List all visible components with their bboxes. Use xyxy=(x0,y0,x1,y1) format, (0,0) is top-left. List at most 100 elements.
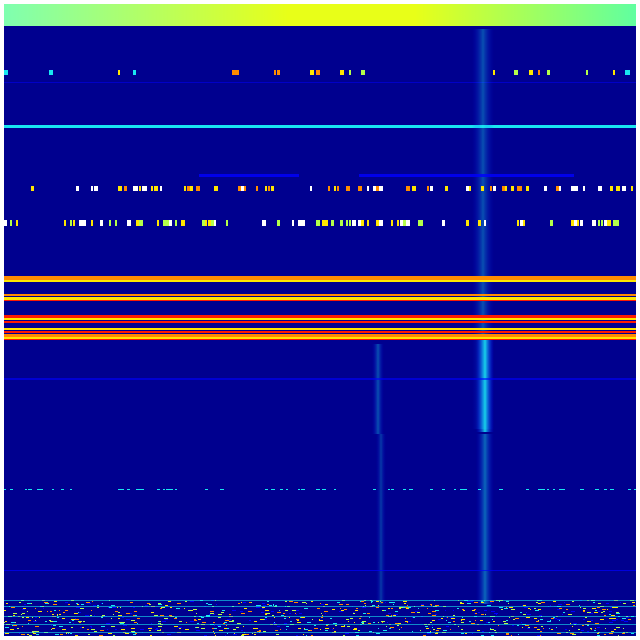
noise-pixel xyxy=(582,625,584,626)
dotted-row xyxy=(571,186,574,191)
noise-pixel xyxy=(393,615,396,616)
dotted-row xyxy=(205,489,208,490)
noise-pixel xyxy=(72,620,74,621)
noise-pixel xyxy=(254,621,257,622)
noise-pixel xyxy=(212,628,215,629)
noise-pixel xyxy=(337,602,340,603)
noise-pixel xyxy=(435,633,438,634)
noise-pixel xyxy=(399,607,403,608)
noise-pixel xyxy=(553,601,556,602)
noise-pixel xyxy=(431,605,432,606)
noise-pixel xyxy=(437,628,441,629)
dotted-row xyxy=(616,186,620,191)
noise-pixel xyxy=(513,619,515,620)
horizontal-band xyxy=(4,276,636,280)
dotted-row xyxy=(352,220,356,226)
dotted-row xyxy=(583,186,585,191)
noise-pixel xyxy=(467,603,471,604)
dotted-row xyxy=(340,220,343,226)
dotted-row xyxy=(118,489,122,490)
noise-pixel xyxy=(320,629,321,630)
noise-pixel xyxy=(120,607,121,608)
dotted-row xyxy=(520,220,523,226)
noise-pixel xyxy=(408,607,411,608)
noise-pixel xyxy=(611,631,614,632)
noise-pixel xyxy=(376,633,380,634)
noise-pixel xyxy=(432,625,433,626)
image-marks xyxy=(4,4,636,636)
noise-pixel xyxy=(71,619,75,620)
noise-pixel xyxy=(21,614,22,615)
noise-pixel xyxy=(19,602,21,603)
noise-pixel xyxy=(587,612,591,613)
noise-pixel xyxy=(618,635,619,636)
noise-pixel xyxy=(35,617,37,618)
dotted-row xyxy=(634,489,636,490)
noise-pixel xyxy=(274,622,275,623)
noise-pixel xyxy=(491,611,495,612)
dotted-row xyxy=(4,70,8,75)
noise-pixel xyxy=(208,604,212,605)
noise-pixel xyxy=(39,617,40,618)
noise-pixel xyxy=(445,610,446,611)
noise-pixel xyxy=(432,615,436,616)
dotted-row xyxy=(208,220,211,226)
noise-pixel xyxy=(332,609,335,610)
dotted-row xyxy=(175,489,177,490)
dotted-row xyxy=(82,220,86,226)
dotted-row xyxy=(514,70,518,75)
dotted-row xyxy=(526,186,529,191)
noise-pixel xyxy=(32,631,35,632)
noise-pixel xyxy=(276,634,279,635)
noise-pixel xyxy=(417,612,420,613)
noise-pixel xyxy=(359,618,361,619)
noise-pixel xyxy=(285,610,288,611)
noise-pixel xyxy=(524,607,528,608)
dotted-row xyxy=(10,489,13,490)
noise-pixel xyxy=(35,631,39,632)
dotted-row xyxy=(427,186,429,191)
noise-pixel xyxy=(312,619,313,620)
dotted-row xyxy=(412,186,416,191)
noise-pixel xyxy=(607,609,608,610)
noise-pixel xyxy=(534,627,537,628)
dotted-row xyxy=(37,489,40,490)
noise-pixel xyxy=(583,619,585,620)
noise-pixel xyxy=(389,628,391,629)
noise-pixel xyxy=(206,615,210,616)
noise-pixel xyxy=(623,603,626,604)
noise-pixel xyxy=(474,602,478,603)
dotted-row xyxy=(529,70,533,75)
noise-pixel xyxy=(159,623,160,624)
noise-pixel xyxy=(324,611,328,612)
noise-pixel xyxy=(265,614,267,615)
noise-pixel xyxy=(446,626,449,627)
noise-pixel xyxy=(224,628,227,629)
dotted-row xyxy=(28,489,32,490)
noise-pixel xyxy=(438,619,441,620)
faint-dash xyxy=(199,174,299,177)
noise-pixel xyxy=(289,617,290,618)
noise-pixel xyxy=(5,633,9,634)
dotted-row xyxy=(325,220,328,226)
noise-pixel xyxy=(554,618,557,619)
noise-pixel xyxy=(393,604,394,605)
noise-pixel xyxy=(75,619,79,620)
noise-pixel xyxy=(335,625,337,626)
noise-pixel xyxy=(364,603,366,604)
noise-pixel xyxy=(382,622,383,623)
noise-pixel xyxy=(412,631,413,632)
noise-pixel xyxy=(503,621,506,622)
dotted-row xyxy=(379,186,383,191)
dotted-row xyxy=(544,186,547,191)
noise-pixel xyxy=(566,609,568,610)
noise-pixel xyxy=(249,602,251,603)
noise-pixel xyxy=(472,610,475,611)
dotted-row xyxy=(595,489,599,490)
noise-pixel xyxy=(378,622,379,623)
noise-pixel xyxy=(126,619,130,620)
noise-pixel xyxy=(326,625,328,626)
dotted-row xyxy=(517,220,519,226)
noise-pixel xyxy=(19,633,20,634)
noise-pixel xyxy=(47,611,48,612)
